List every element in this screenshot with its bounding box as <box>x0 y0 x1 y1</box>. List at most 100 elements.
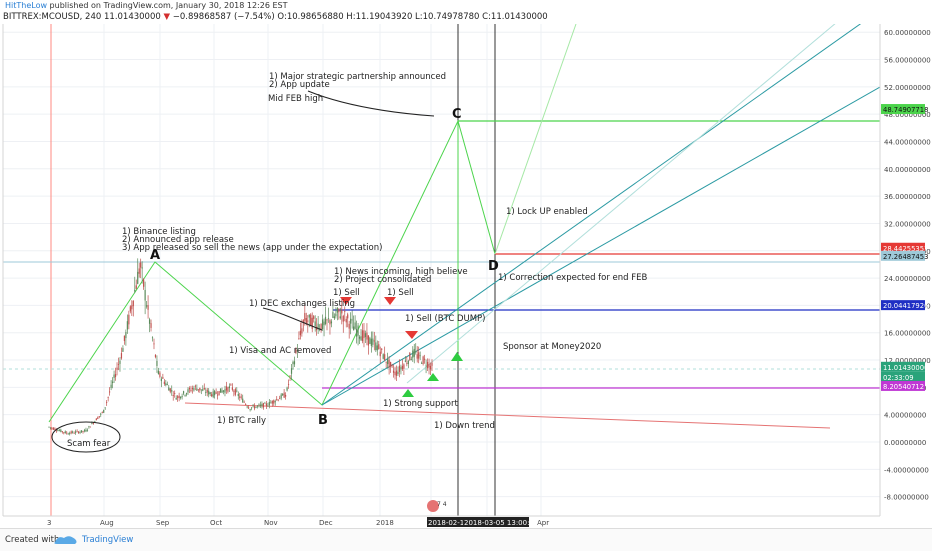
event-badge[interactable]: 7 4 <box>427 500 447 512</box>
candle-body <box>49 427 52 429</box>
candle-body <box>317 323 319 328</box>
candle-body <box>339 316 341 319</box>
tradingview-link[interactable]: TradingView <box>82 535 134 545</box>
candle-body <box>55 430 57 432</box>
candle-body <box>94 421 96 423</box>
candle-body <box>148 319 151 324</box>
level-label-bg <box>881 104 925 115</box>
candle-body <box>428 363 430 368</box>
candle-body <box>97 417 99 419</box>
candle-body <box>372 338 374 345</box>
candle-body <box>233 390 235 392</box>
candle-body <box>67 433 69 435</box>
candle-body <box>413 348 415 357</box>
x-tick-label: Sep <box>156 519 170 527</box>
candle-body <box>211 394 213 397</box>
candle-body <box>403 364 405 369</box>
candle-body <box>60 429 62 432</box>
x-tick-label: Nov <box>264 519 278 527</box>
candle-body <box>123 335 126 342</box>
candle-body <box>184 394 186 396</box>
candle-body <box>391 364 393 367</box>
candle-body <box>117 364 120 365</box>
candle-body <box>175 397 177 400</box>
candle-body <box>389 361 392 367</box>
candle-body <box>274 401 276 403</box>
y-tick-label: 40.00000000 <box>884 166 931 174</box>
buy-marker-1[interactable] <box>402 389 414 397</box>
candle-body <box>228 386 231 389</box>
level-label-bg <box>881 371 925 382</box>
candle-body <box>224 389 226 393</box>
candle-body <box>92 422 94 424</box>
candle-body <box>296 349 299 352</box>
candle-body <box>58 430 60 432</box>
y-tick-label: 44.00000000 <box>884 138 931 146</box>
sell-marker-1[interactable] <box>340 297 352 305</box>
author-name[interactable]: HitTheLow <box>5 1 48 10</box>
candle-body <box>366 332 368 340</box>
level-label: 20.04417926 <box>883 302 928 310</box>
downtrend-line[interactable] <box>184 402 831 429</box>
point-a-label: A <box>150 248 160 263</box>
candle-body <box>342 316 344 322</box>
candle-body <box>292 361 294 365</box>
annotation-btc-rally: 1) BTC rally <box>217 416 266 426</box>
candle-body <box>104 407 106 409</box>
candle-body <box>80 430 83 433</box>
candle-body <box>151 337 154 339</box>
buy-marker-2[interactable] <box>427 373 439 381</box>
projection-line[interactable] <box>494 24 577 255</box>
candle-body <box>64 431 66 434</box>
candle-body <box>70 431 72 434</box>
candle-body <box>409 352 411 360</box>
sell-marker-2[interactable] <box>384 297 396 305</box>
candle-body <box>375 342 377 351</box>
point-c-label: C <box>452 107 462 122</box>
channel-upper[interactable] <box>321 24 880 406</box>
candle-body <box>144 289 146 301</box>
candle-body <box>253 406 256 409</box>
candle-body <box>163 381 165 384</box>
candle-body <box>261 403 263 406</box>
price-chart[interactable]: 1) Binance listing 2) Announced app rele… <box>0 24 932 528</box>
x-tick-label: Oct <box>210 519 222 527</box>
candle-body <box>83 430 86 432</box>
candle-body <box>236 390 238 392</box>
candle-body <box>381 348 383 350</box>
candle-body <box>187 389 189 393</box>
buy-marker-3[interactable] <box>451 352 463 361</box>
candle-body <box>407 360 409 365</box>
candle-body <box>239 396 241 398</box>
candle-body <box>387 358 389 365</box>
y-tick-label: 16.00000000 <box>884 330 931 338</box>
candle-body <box>91 423 93 425</box>
candle-body <box>345 318 347 323</box>
candle-body <box>125 331 127 339</box>
price-axis[interactable]: 60.00000000 56.00000000 52.00000000 48.0000… <box>884 29 931 501</box>
candle-body <box>335 313 337 317</box>
candle-body <box>311 317 313 329</box>
y-tick-label: 0.00000000 <box>884 439 926 447</box>
channel-middle[interactable] <box>321 86 880 406</box>
sell-marker-3[interactable] <box>405 331 418 339</box>
candle-body <box>302 320 304 323</box>
ohlc-values: O:10.98656880 H:11.19043920 L:10.7497878… <box>277 12 548 22</box>
candle-body <box>100 413 102 415</box>
candle-body <box>421 363 423 364</box>
candle-body <box>429 365 432 370</box>
candle-body <box>214 391 216 396</box>
candle-body <box>358 336 361 339</box>
candle-body <box>394 371 396 376</box>
grid <box>3 24 880 516</box>
candle-body <box>327 318 330 320</box>
candle-body <box>221 390 223 393</box>
candle-body <box>126 321 128 330</box>
candle-body <box>154 354 157 358</box>
candle-body <box>268 402 270 406</box>
candle-body <box>416 354 418 359</box>
x-tick-label: Aug <box>100 519 114 527</box>
candle-body <box>357 325 359 336</box>
candle-body <box>77 431 80 434</box>
level-label-bg <box>881 361 925 372</box>
